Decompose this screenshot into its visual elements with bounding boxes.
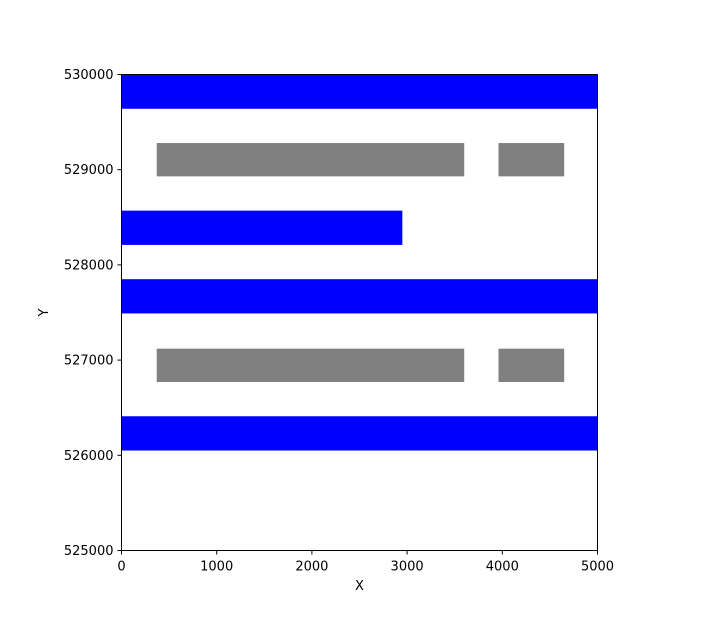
x-axis-label: X — [355, 579, 364, 594]
x-tick-label: 0 — [117, 560, 125, 575]
rect-mark-7 — [121, 416, 598, 451]
y-tick-label: 530000 — [64, 68, 114, 83]
x-tick-label: 3000 — [391, 560, 424, 575]
bars-layer — [121, 74, 598, 451]
rect-mark-1 — [156, 143, 465, 177]
y-tick-label: 526000 — [64, 449, 114, 464]
y-axis-label: Y — [37, 308, 52, 317]
rect-mark-5 — [156, 348, 465, 382]
y-tick-label: 527000 — [64, 354, 114, 369]
x-tick-label: 4000 — [486, 560, 519, 575]
rect-mark-6 — [498, 348, 565, 382]
y-tick-label: 529000 — [64, 163, 114, 178]
x-tick-label: 5000 — [581, 560, 614, 575]
x-tick-label: 1000 — [200, 560, 233, 575]
rect-mark-4 — [121, 279, 598, 314]
axes-layer: 0 1000 2000 3000 4000 5000 525000 526000 527000 5… — [64, 68, 614, 575]
rect-mark-2 — [498, 143, 565, 177]
y-tick-label: 528000 — [64, 258, 114, 273]
rect-mark-3 — [121, 210, 403, 245]
y-tick-label: 525000 — [64, 544, 114, 559]
x-tick-label: 2000 — [295, 560, 328, 575]
rect-mark-0 — [121, 74, 598, 109]
